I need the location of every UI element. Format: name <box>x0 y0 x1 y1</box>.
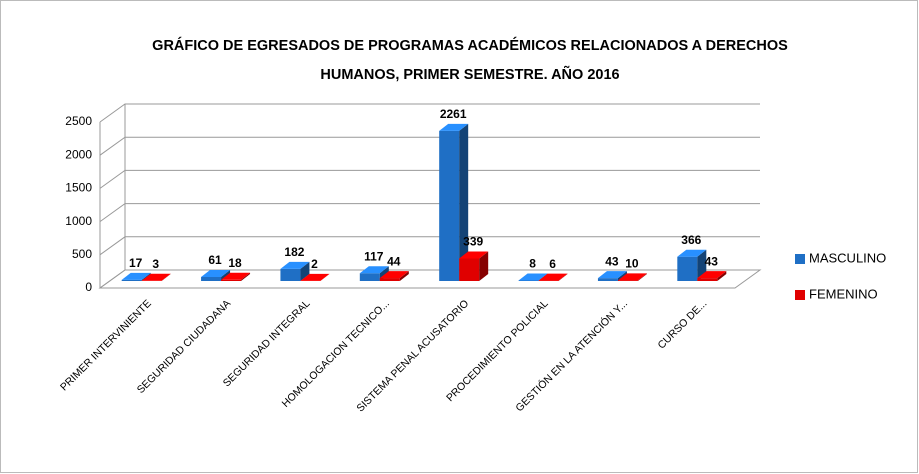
data-label: 61 <box>208 253 222 267</box>
bar-top <box>201 269 231 277</box>
bar-front <box>617 280 638 281</box>
bar-top <box>141 273 171 281</box>
y-tick-label: 500 <box>72 247 92 261</box>
floor <box>98 269 762 289</box>
bar-side <box>320 273 330 281</box>
bar-front <box>201 276 222 281</box>
bar-top <box>439 123 469 131</box>
bar-top <box>121 272 151 280</box>
grid-line <box>99 236 760 256</box>
legend-swatch <box>795 254 805 264</box>
bar-front <box>677 256 698 281</box>
bar-side <box>399 271 409 281</box>
bar-side <box>141 272 151 281</box>
bar-top <box>677 249 707 257</box>
data-label: 8 <box>529 257 536 271</box>
bar-side <box>300 261 310 281</box>
bar-top <box>459 251 489 259</box>
bar-front <box>121 279 142 281</box>
y-tick-label: 2000 <box>65 147 92 161</box>
data-label: 182 <box>284 245 304 259</box>
bar-side <box>459 123 469 281</box>
bar-top <box>617 273 647 281</box>
grid-line <box>99 203 760 223</box>
bar-side <box>241 272 251 281</box>
legend-label: MASCULINO <box>809 250 886 265</box>
data-label: 2 <box>311 257 318 271</box>
y-tick-label: 1500 <box>65 181 92 195</box>
bar-top <box>538 273 568 281</box>
bar-side <box>161 273 171 281</box>
data-label: 6 <box>549 257 556 271</box>
bar-front <box>379 278 400 281</box>
bar-front <box>439 130 460 281</box>
bar-side <box>717 271 727 281</box>
grid-line <box>99 136 760 156</box>
grid-line <box>99 269 760 289</box>
data-label: 3 <box>152 257 159 271</box>
bar-side <box>558 273 568 281</box>
bar-top <box>379 271 409 279</box>
bar-side <box>479 251 489 281</box>
bar-side <box>637 273 647 281</box>
data-label: 18 <box>228 256 242 270</box>
data-label: 339 <box>463 235 483 249</box>
bar-side <box>617 271 627 281</box>
bar-top <box>280 261 310 269</box>
y-tick-label: 0 <box>85 280 92 294</box>
bar-top <box>300 273 330 281</box>
bar-top <box>221 272 251 280</box>
y-tick-label: 1000 <box>65 214 92 228</box>
bar-front <box>697 278 718 281</box>
data-label: 43 <box>605 254 619 268</box>
grid-line <box>99 103 760 123</box>
data-label: 10 <box>625 257 639 271</box>
bar-front <box>359 273 380 281</box>
data-label: 17 <box>129 256 143 270</box>
bar-top <box>359 266 389 274</box>
data-label: 117 <box>364 249 384 263</box>
grid-line <box>99 169 760 189</box>
data-label: 366 <box>681 233 701 247</box>
data-label: 43 <box>705 254 719 268</box>
bar-top <box>597 271 627 279</box>
bar-front <box>518 280 539 281</box>
y-tick-label: 2500 <box>65 114 92 128</box>
data-label: 2261 <box>440 107 467 121</box>
bar-front <box>221 279 242 281</box>
chart-title: GRÁFICO DE EGRESADOS DE PROGRAMAS ACADÉM… <box>152 37 788 54</box>
chart-title: HUMANOS, PRIMER SEMESTRE. AÑO 2016 <box>320 65 619 83</box>
bar-top <box>518 273 548 281</box>
legend-label: FEMENINO <box>809 286 878 301</box>
bar-front <box>459 258 480 281</box>
data-label: 44 <box>387 254 401 268</box>
bar-front <box>280 268 301 281</box>
bar-top <box>697 271 727 279</box>
bar-front <box>597 278 618 281</box>
legend-swatch <box>795 290 805 300</box>
